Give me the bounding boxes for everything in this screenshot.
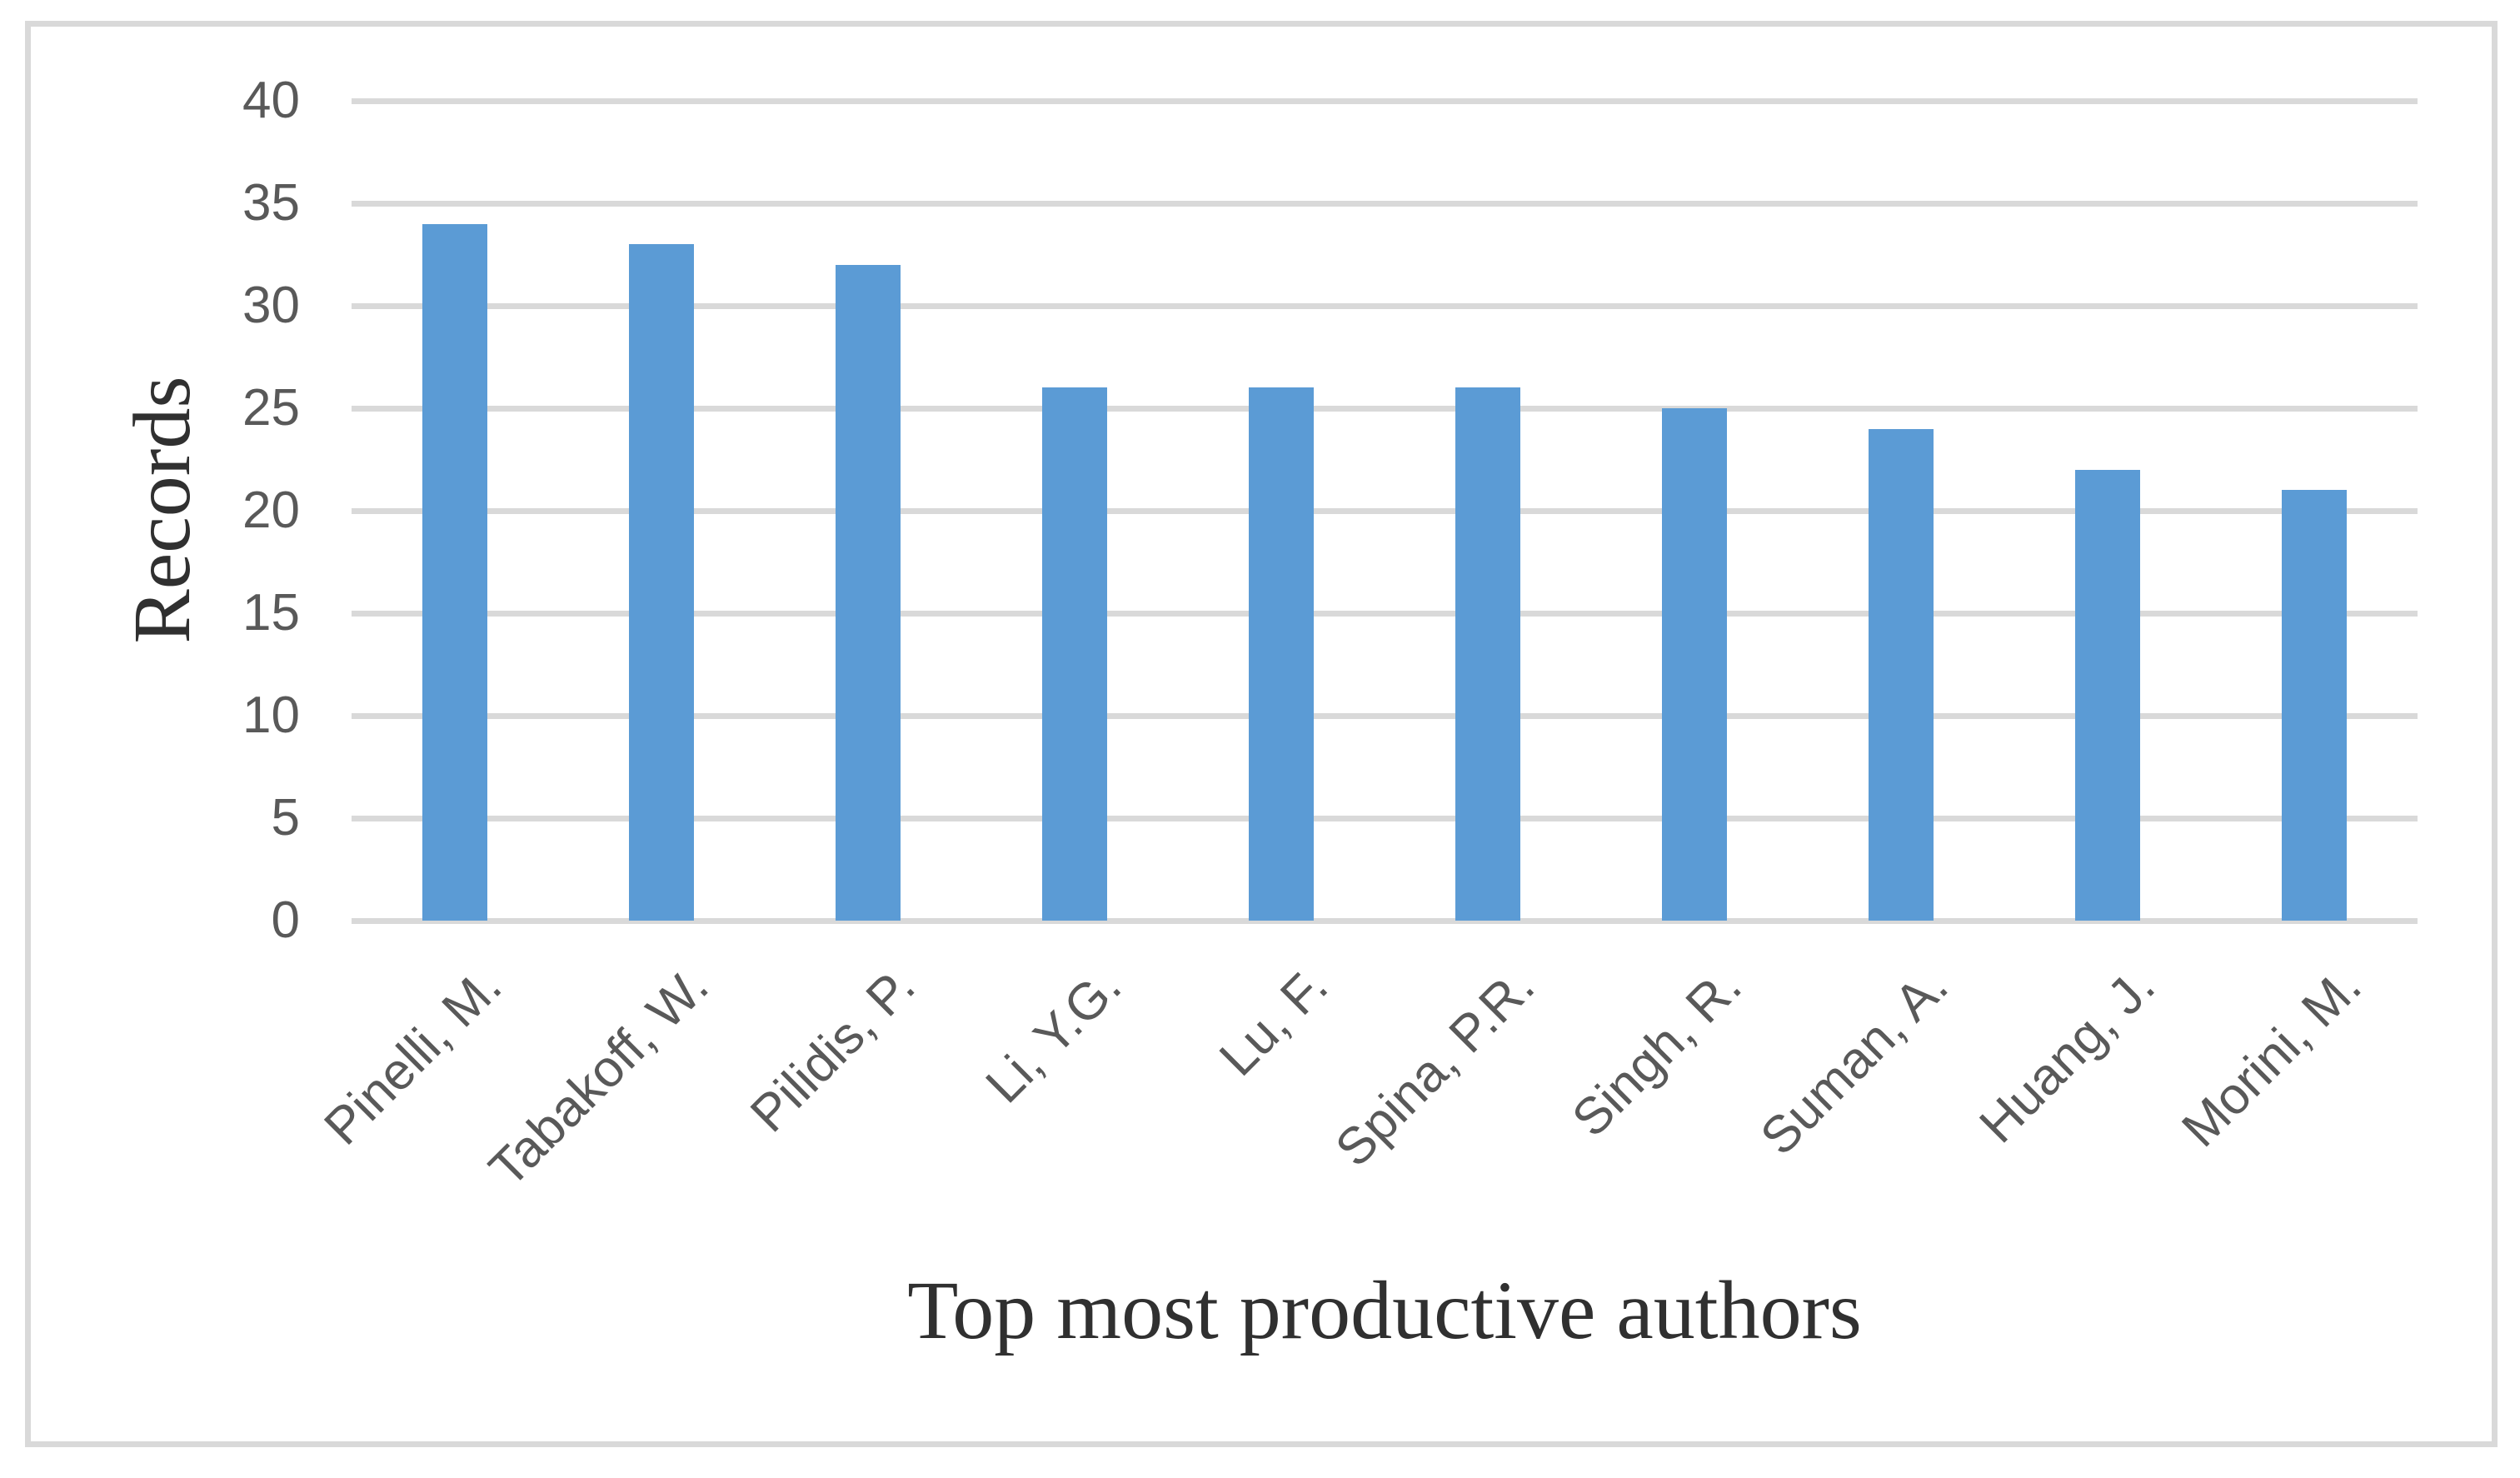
bar-pilidis-p <box>836 265 901 921</box>
bar-pinelli-m <box>422 224 487 921</box>
y-tick-label-5: 5 <box>271 789 300 846</box>
gridline-20 <box>352 508 2418 514</box>
bar-huang-j <box>2075 470 2140 921</box>
y-tick-label-25: 25 <box>242 379 300 437</box>
x-axis-title: Top most productive authors <box>907 1264 1862 1356</box>
y-tick-label-0: 0 <box>271 891 300 949</box>
bar-tabakoff-w <box>629 244 694 921</box>
gridline-40 <box>352 98 2418 104</box>
bar-suman-a <box>1869 429 1934 921</box>
y-tick-label-40: 40 <box>242 72 300 129</box>
gridline-35 <box>352 201 2418 207</box>
y-tick-label-15: 15 <box>242 584 300 642</box>
chart-outer-border <box>25 21 2498 1447</box>
gridline-0 <box>352 918 2418 924</box>
y-tick-label-20: 20 <box>242 482 300 539</box>
y-tick-label-35: 35 <box>242 174 300 232</box>
gridline-15 <box>352 611 2418 617</box>
plot-area <box>352 98 2418 924</box>
bar-singh-r <box>1662 408 1727 921</box>
bar-li-y-g <box>1042 387 1107 921</box>
gridline-10 <box>352 713 2418 719</box>
gridline-25 <box>352 406 2418 412</box>
y-tick-label-10: 10 <box>242 687 300 744</box>
gridline-30 <box>352 303 2418 309</box>
y-tick-label-30: 30 <box>242 277 300 334</box>
bar-morini-m <box>2282 490 2347 921</box>
bar-spina-p-r <box>1455 387 1520 921</box>
bar-lu-f <box>1249 387 1314 921</box>
gridline-5 <box>352 816 2418 821</box>
